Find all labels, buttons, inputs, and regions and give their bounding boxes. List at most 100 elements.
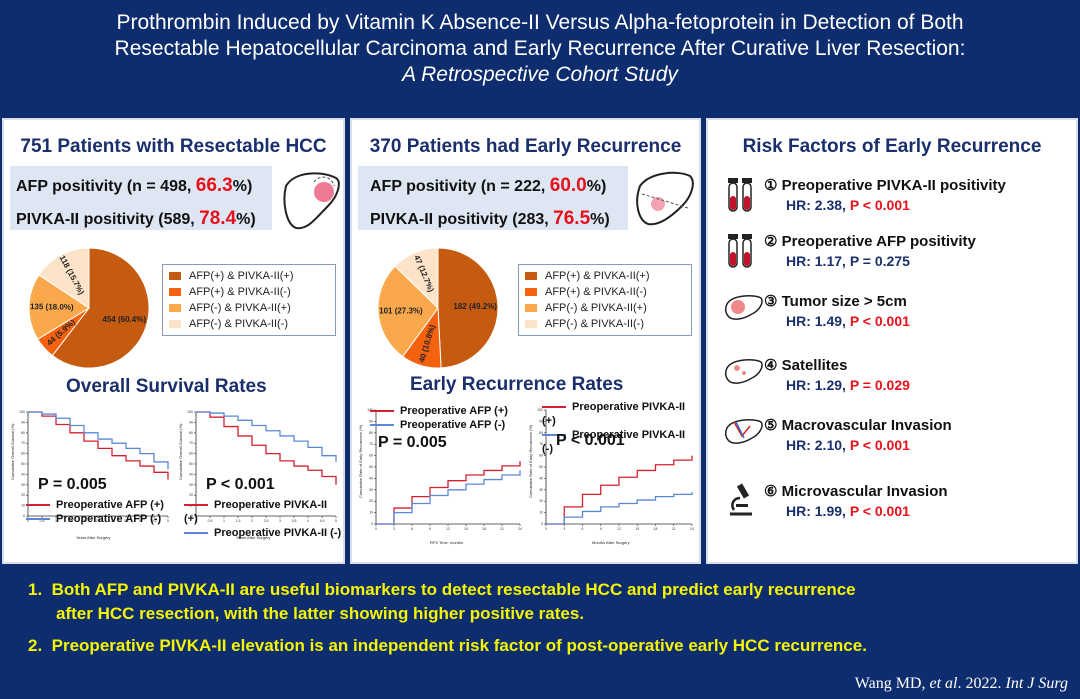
- y-tick-label: 90: [189, 420, 193, 424]
- panel1-stat-box: [10, 166, 272, 230]
- x-tick-label: 2: [251, 519, 253, 523]
- km-os-afp: 0 10 20 30 40 50 60 70 80 90 100 0 0.5 1 1.5 2 2.5 3 3.5 4 4…: [19, 410, 169, 523]
- km-curve: [28, 411, 169, 480]
- x-tick-label: 12: [617, 527, 621, 531]
- panel-resectable-hcc: 751 Patients with Resectable HCC AFP pos…: [2, 118, 345, 564]
- x-tick-label: 3: [111, 519, 113, 523]
- title-subtitle: A Retrospective Cohort Study: [402, 63, 678, 86]
- x-tick-label: 21: [672, 527, 676, 531]
- y-tick-label: 50: [189, 462, 193, 466]
- conclusion-1-cont: after HCC resection, with the latter sho…: [56, 604, 585, 623]
- y-tick-label: 50: [539, 465, 543, 469]
- y-tick-label: 90: [21, 420, 25, 424]
- title-line-2: Resectable Hepatocellular Carcinoma and …: [114, 37, 966, 60]
- y-tick-label: 50: [21, 462, 25, 466]
- x-tick-label: 1: [223, 519, 225, 523]
- y-tick-label: 80: [189, 431, 193, 435]
- km-er-afp-pvalue: P = 0.005: [378, 434, 447, 451]
- y-tick-label: 60: [189, 452, 193, 456]
- liver-recurrence-icon: [636, 171, 694, 226]
- km-os-afp-ylabel: Cumulative Overall Survival (%): [10, 423, 15, 480]
- km-os-pivka: 010203040506070809010000.511.522.533.544…: [187, 410, 337, 523]
- x-tick-label: 3: [393, 527, 395, 531]
- y-tick-label: 40: [369, 476, 373, 480]
- y-tick-label: 90: [539, 419, 543, 423]
- km-er-afp: 0 10 20 30 40 50 60 70 80 90 100 0 3 6 9 12 15 18 21 24: [367, 408, 522, 531]
- x-tick-label: 5: [335, 519, 337, 523]
- y-tick-label: 30: [369, 488, 373, 492]
- citation: Wang MD, et al. 2022. Int J Surg: [854, 675, 1068, 692]
- y-tick-label: 60: [539, 454, 543, 458]
- pie-slice-label: 182 (49.2%): [453, 302, 497, 311]
- y-tick-label: 100: [537, 408, 543, 412]
- y-tick-label: 20: [189, 493, 193, 497]
- legend-swatch: [169, 272, 181, 280]
- pie-slice: [394, 247, 439, 310]
- y-tick-label: 70: [369, 442, 373, 446]
- liver-satellite-icon: [724, 359, 763, 384]
- y-tick-label: 40: [21, 472, 25, 476]
- km-er-pivka-pvalue: P < 0.001: [556, 432, 625, 449]
- legend-item: AFP(-) & PIVKA-II(+): [169, 300, 329, 316]
- pie-legend-1: AFP(+) & PIVKA-II(+) AFP(+) & PIVKA-II(-…: [162, 264, 336, 336]
- pie-legend-2: AFP(+) & PIVKA-II(+) AFP(+) & PIVKA-II(-…: [518, 264, 692, 336]
- y-tick-label: 0: [191, 514, 193, 518]
- overall-survival-title: Overall Survival Rates: [66, 376, 267, 397]
- legend-swatch: [169, 304, 181, 312]
- km-er-pivka: 0 10 20 30 40 50 60 70 80 90 100 0 3 6 9 12 15 18 21 24: [537, 408, 694, 531]
- legend-swatch: [525, 272, 537, 280]
- pie-chart-1: 454 (60.4%)44 (5.9%)135 (18.0%)118 (15.7…: [28, 247, 150, 369]
- y-tick-label: 100: [187, 410, 193, 414]
- km-er-pivka-legend: Preoperative PIVKA-II (+) Preoperative P…: [542, 401, 686, 455]
- x-tick-label: 4.5: [152, 519, 157, 523]
- x-tick-label: 3.5: [292, 519, 297, 523]
- legend-line-red: [542, 406, 566, 409]
- x-tick-label: 6: [582, 527, 584, 531]
- x-tick-label: 3.5: [124, 519, 129, 523]
- legend-line-red: [26, 504, 50, 507]
- x-tick-label: 1.5: [68, 519, 73, 523]
- y-tick-label: 0: [541, 522, 543, 526]
- y-tick-label: 100: [19, 410, 25, 414]
- y-tick-label: 10: [21, 504, 25, 508]
- km-os-pivka-ylabel: Cumulative Overall Survival (%): [178, 423, 183, 480]
- panel1-heading: 751 Patients with Resectable HCC: [20, 136, 327, 157]
- legend-line-blue: [542, 434, 566, 437]
- km-os-pivka-legend: Preoperative PIVKA-II (+) Preoperative P…: [184, 499, 342, 539]
- km-os-afp-legend: Preoperative AFP (+) Preoperative AFP (-…: [26, 498, 164, 526]
- y-tick-label: 90: [369, 419, 373, 423]
- km-er-pivka-ylabel: Cumulative Rate of Early Recurrence (%): [528, 424, 533, 498]
- km-os-afp-pvalue: P = 0.005: [38, 476, 107, 493]
- km-er-afp-legend: Preoperative AFP (+) Preoperative AFP (-…: [370, 404, 508, 432]
- legend-swatch: [169, 320, 181, 328]
- legend-line-blue: [26, 518, 50, 521]
- legend-line-red: [184, 504, 208, 507]
- x-tick-label: 4: [307, 519, 309, 523]
- early-recurrence-title: Early Recurrence Rates: [410, 374, 624, 395]
- legend-swatch: [525, 320, 537, 328]
- km-curve: [546, 455, 693, 525]
- panel-risk-factors: Risk Factors of Early Recurrence ① Preop…: [706, 118, 1078, 564]
- km-curve: [376, 461, 521, 525]
- panel2-stat-box: [358, 166, 628, 230]
- pie-slice: [51, 247, 150, 369]
- panel2-pivka-stat: PIVKA-II positivity (283, 76.5%): [370, 208, 610, 229]
- legend-item: AFP(+) & PIVKA-II(+): [525, 268, 685, 284]
- y-tick-label: 50: [369, 465, 373, 469]
- y-tick-label: 10: [539, 511, 543, 515]
- legend-line-red: [370, 410, 394, 413]
- y-tick-label: 20: [21, 493, 25, 497]
- panel1-afp-stat: AFP positivity (n = 498, 66.3%): [16, 175, 253, 196]
- legend-item: AFP(-) & PIVKA-II(+): [525, 300, 685, 316]
- x-tick-label: 9: [600, 527, 602, 531]
- y-tick-label: 40: [539, 476, 543, 480]
- x-tick-label: 12: [446, 527, 450, 531]
- y-tick-label: 100: [367, 408, 373, 412]
- y-tick-label: 10: [369, 511, 373, 515]
- conclusion-2: 2. Preoperative PIVKA-II elevation is an…: [28, 636, 867, 655]
- x-tick-label: 0.5: [40, 519, 45, 523]
- x-tick-label: 0: [375, 527, 377, 531]
- x-tick-label: 18: [482, 527, 486, 531]
- panel2-afp-stat: AFP positivity (n = 222, 60.0%): [370, 175, 607, 196]
- km-curve: [196, 411, 337, 485]
